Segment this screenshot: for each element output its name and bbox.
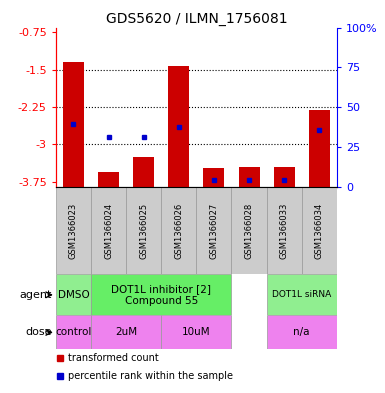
- Text: GSM1366023: GSM1366023: [69, 202, 78, 259]
- Text: DMSO: DMSO: [57, 290, 89, 300]
- Bar: [133, 157, 154, 187]
- Bar: [161, 316, 231, 349]
- Text: 2uM: 2uM: [115, 327, 137, 337]
- Bar: [91, 187, 126, 274]
- Text: n/a: n/a: [293, 327, 310, 337]
- Text: 10uM: 10uM: [182, 327, 211, 337]
- Bar: [309, 110, 330, 187]
- Bar: [56, 316, 91, 349]
- Bar: [56, 187, 91, 274]
- Text: percentile rank within the sample: percentile rank within the sample: [69, 371, 233, 381]
- Bar: [266, 274, 337, 316]
- Text: GSM1366026: GSM1366026: [174, 202, 183, 259]
- Bar: [56, 274, 91, 316]
- Bar: [266, 187, 302, 274]
- Text: agent: agent: [20, 290, 52, 300]
- Bar: [63, 62, 84, 187]
- Bar: [91, 316, 161, 349]
- Bar: [203, 168, 224, 187]
- Text: control: control: [55, 327, 92, 337]
- Text: GSM1366027: GSM1366027: [209, 202, 218, 259]
- Bar: [196, 187, 231, 274]
- Bar: [266, 316, 337, 349]
- Text: GSM1366033: GSM1366033: [280, 202, 289, 259]
- Bar: [168, 66, 189, 187]
- Bar: [231, 187, 266, 274]
- Text: transformed count: transformed count: [69, 353, 159, 363]
- Bar: [161, 187, 196, 274]
- Bar: [126, 187, 161, 274]
- Text: dose: dose: [25, 327, 52, 337]
- Text: DOT1L siRNA: DOT1L siRNA: [272, 290, 331, 299]
- Text: GSM1366034: GSM1366034: [315, 202, 324, 259]
- Bar: [98, 172, 119, 187]
- Text: GSM1366024: GSM1366024: [104, 202, 113, 259]
- Bar: [239, 167, 259, 187]
- Text: GSM1366028: GSM1366028: [244, 202, 254, 259]
- Bar: [274, 167, 295, 187]
- Text: DOT1L inhibitor [2]
Compound 55: DOT1L inhibitor [2] Compound 55: [111, 284, 211, 306]
- Bar: [91, 274, 231, 316]
- Bar: [302, 187, 337, 274]
- Title: GDS5620 / ILMN_1756081: GDS5620 / ILMN_1756081: [105, 13, 287, 26]
- Text: GSM1366025: GSM1366025: [139, 202, 148, 259]
